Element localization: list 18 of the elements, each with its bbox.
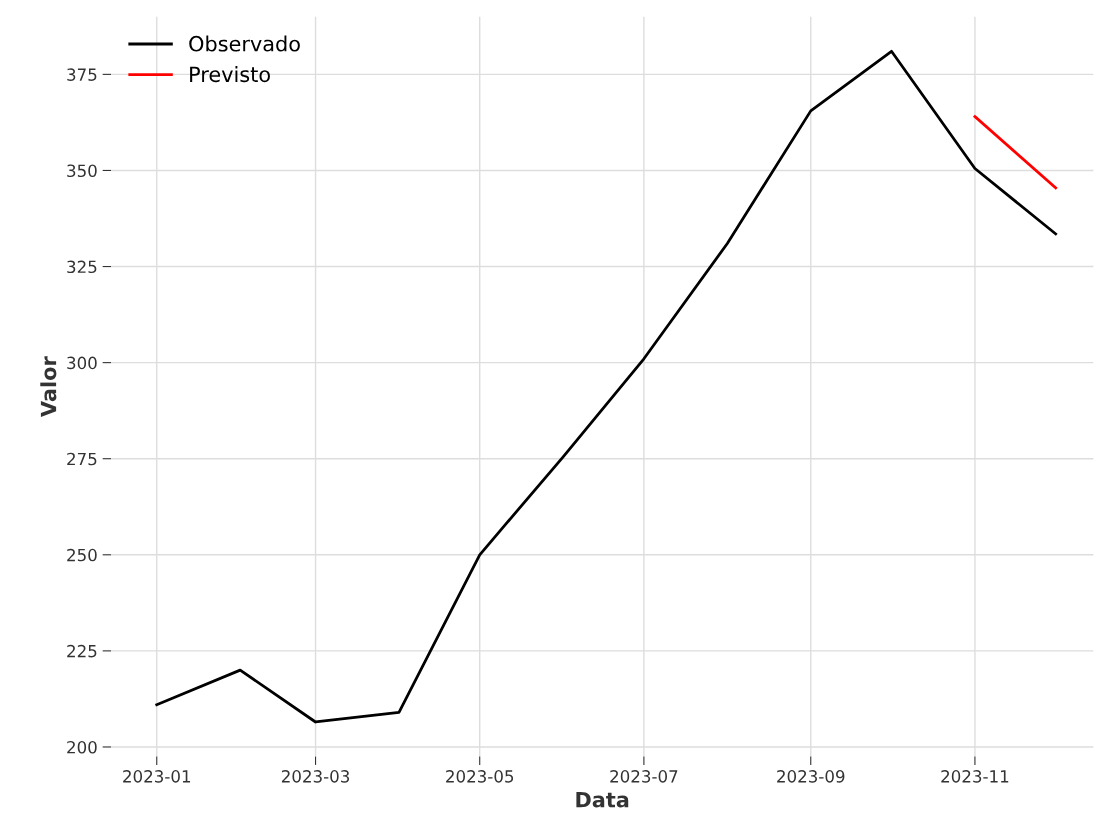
y-tick-label: 300	[67, 356, 97, 370]
x-tick-label: 2023-01	[123, 770, 191, 783]
x-tick-label: 2023-05	[446, 770, 514, 783]
x-tick-label: 2023-09	[777, 770, 845, 783]
y-tick-label: 375	[67, 68, 97, 81]
y-tick-label: 325	[67, 260, 97, 274]
x-tick-label: 2023-03	[281, 770, 350, 783]
x-tick-label: 2023-07	[610, 770, 678, 783]
y-tick-label: 225	[67, 644, 97, 658]
x-tick-label: 2023-11	[941, 770, 1009, 783]
y-axis-title: Valor	[40, 356, 57, 417]
y-tick-label: 350	[67, 164, 97, 178]
y-tick-label: 250	[67, 548, 97, 562]
legend-label: Observado	[189, 35, 300, 52]
x-axis-title: Data	[576, 792, 629, 808]
y-tick-label: 200	[67, 740, 97, 754]
legend-label: Previsto	[190, 66, 270, 83]
y-tick-label: 275	[67, 452, 97, 466]
